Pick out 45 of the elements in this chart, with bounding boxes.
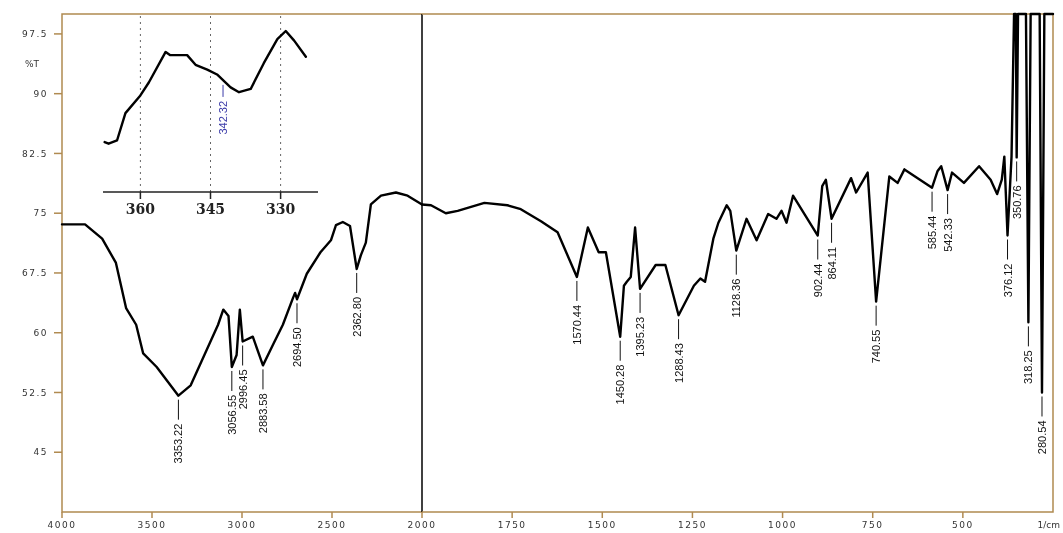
annotation: 2996.45 xyxy=(236,369,249,410)
annotation: 740.55 xyxy=(870,329,883,364)
x-tick-label: 330 xyxy=(265,201,296,217)
annotation: 376.12 xyxy=(1001,263,1014,298)
annotation: 2694.50 xyxy=(290,327,303,368)
annotation: 3353.22 xyxy=(172,423,185,464)
x-tick-label: 345 xyxy=(195,201,226,217)
x-tick-label: 360 xyxy=(125,201,156,217)
annotation: 3056.55 xyxy=(225,394,238,435)
annotation: 1570.44 xyxy=(570,304,583,345)
y-axis-title: %T xyxy=(24,58,40,69)
annotation: 318.25 xyxy=(1022,350,1035,385)
x-tick-label: 1500 xyxy=(587,520,617,530)
annotation: 585.44 xyxy=(926,215,939,250)
x-tick-label: 750 xyxy=(861,520,884,530)
annotation: 902.44 xyxy=(811,263,824,298)
y-tick-label: 52.5 xyxy=(21,387,48,398)
x-tick-label: 2000 xyxy=(407,520,437,530)
annotation: 542.33 xyxy=(941,218,954,252)
x-tick-label: 3500 xyxy=(137,520,167,530)
annotation: 280.54 xyxy=(1035,420,1048,455)
annotation: 342.32 xyxy=(217,100,230,135)
annotation: 1395.23 xyxy=(634,316,647,357)
x-tick-label: 1000 xyxy=(768,520,798,530)
y-tick-label: 90 xyxy=(33,88,48,99)
y-tick-label: 75 xyxy=(33,208,48,219)
annotation: 864.11 xyxy=(825,246,838,280)
x-tick-label: 1250 xyxy=(677,520,707,530)
y-tick-label: 82.5 xyxy=(21,148,48,159)
y-tick-label: 67.5 xyxy=(21,268,48,279)
annotation: 1450.28 xyxy=(614,364,627,405)
annotation: 350.76 xyxy=(1010,185,1023,220)
x-tick-label: 4000 xyxy=(47,520,77,530)
x-tick-label: 2500 xyxy=(317,520,347,530)
annotation: 2362.80 xyxy=(350,296,363,337)
y-tick-label: 45 xyxy=(33,447,48,458)
x-tick-label: 500 xyxy=(952,520,974,530)
annotation: 2883.58 xyxy=(256,393,269,434)
y-tick-label: 60 xyxy=(33,327,48,338)
x-tick-label: 3000 xyxy=(227,520,257,530)
annotation: 1128.36 xyxy=(730,278,743,318)
x-tick-label: 1750 xyxy=(497,520,527,530)
y-tick-label: 97.5 xyxy=(21,29,48,40)
annotation: 1288.43 xyxy=(672,343,685,383)
x-axis-title: 1/cm xyxy=(1037,520,1060,530)
